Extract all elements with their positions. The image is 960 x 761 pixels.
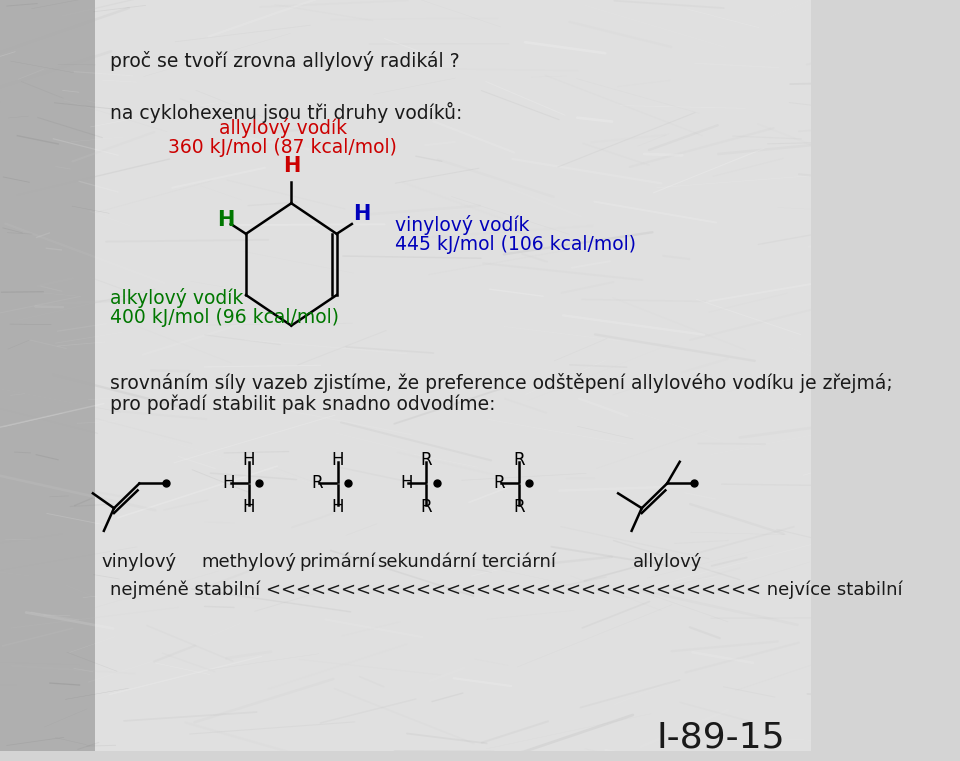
Text: primární: primární [300, 552, 376, 571]
Text: terciární: terciární [482, 552, 557, 571]
Text: pro pořadí stabilit pak snadno odvodíme:: pro pořadí stabilit pak snadno odvodíme: [109, 395, 495, 414]
Text: R: R [420, 451, 432, 469]
Text: R: R [312, 474, 324, 492]
Text: srovnáním síly vazeb zjistíme, že preference odštěpení allylového vodíku je zřej: srovnáním síly vazeb zjistíme, že prefer… [109, 373, 893, 393]
Text: H: H [331, 498, 344, 516]
Text: R: R [493, 474, 505, 492]
Text: sekundární: sekundární [376, 552, 476, 571]
Bar [0, 0, 95, 751]
Text: I-89-15: I-89-15 [657, 720, 785, 754]
Text: R: R [514, 451, 525, 469]
Text: proč se tvoří zrovna allylový radikál ?: proč se tvoří zrovna allylový radikál ? [109, 51, 460, 72]
Text: vinylový vodík: vinylový vodík [396, 215, 530, 235]
Text: allylový: allylový [633, 552, 702, 571]
Text: R: R [514, 498, 525, 516]
Text: H: H [282, 156, 300, 176]
Text: H: H [223, 474, 235, 492]
Text: vinylový: vinylový [102, 552, 177, 571]
Text: R: R [420, 498, 432, 516]
Text: H: H [243, 498, 255, 516]
Text: H: H [400, 474, 413, 492]
Text: allylový vodík: allylový vodík [219, 119, 347, 139]
Text: 360 kJ/mol (87 kcal/mol): 360 kJ/mol (87 kcal/mol) [168, 139, 397, 157]
Text: alkylový vodík: alkylový vodík [109, 288, 243, 308]
Text: na cyklohexenu jsou tři druhy vodíků:: na cyklohexenu jsou tři druhy vodíků: [109, 102, 462, 123]
Text: 400 kJ/mol (96 kcal/mol): 400 kJ/mol (96 kcal/mol) [109, 308, 339, 326]
Text: H: H [217, 210, 234, 230]
Text: 445 kJ/mol (106 kcal/mol): 445 kJ/mol (106 kcal/mol) [396, 235, 636, 254]
Text: methylový: methylový [202, 552, 297, 571]
Text: H: H [243, 451, 255, 469]
Text: H: H [353, 204, 371, 224]
Text: nejméně stabilní <<<<<<<<<<<<<<<<<<<<<<<<<<<<<<<<< nejvíce stabilní: nejméně stabilní <<<<<<<<<<<<<<<<<<<<<<<… [109, 580, 902, 599]
Text: H: H [331, 451, 344, 469]
